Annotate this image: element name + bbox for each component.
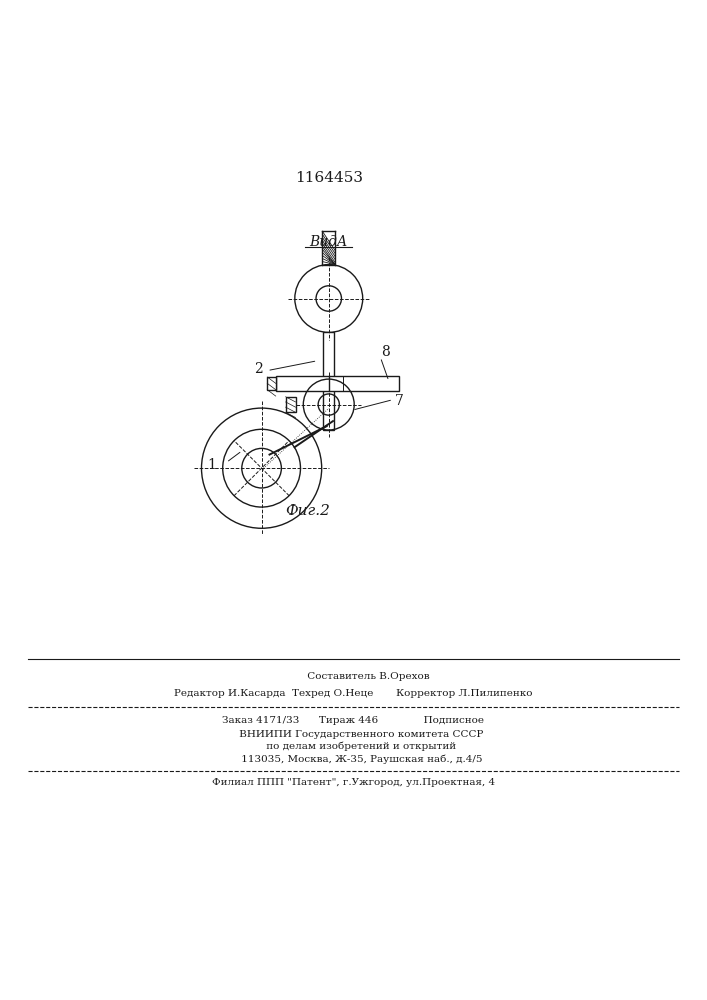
Text: ВНИИПИ Государственного комитета СССР: ВНИИПИ Государственного комитета СССР — [223, 730, 484, 739]
Bar — [286, 397, 296, 412]
Text: по делам изобретений и открытий: по делам изобретений и открытий — [250, 742, 457, 751]
Bar — [267, 377, 276, 390]
Text: Редактор И.Касарда  Техред О.Неце       Корректор Л.Пилипенко: Редактор И.Касарда Техред О.Неце Коррект… — [174, 689, 533, 698]
Text: ВидА: ВидА — [310, 235, 348, 249]
Text: Составитель В.Орехов: Составитель В.Орехов — [278, 672, 429, 681]
Text: 7: 7 — [395, 394, 404, 408]
Text: 113035, Москва, Ж-35, Раушская наб., д.4/5: 113035, Москва, Ж-35, Раушская наб., д.4… — [225, 755, 482, 764]
Text: 1164453: 1164453 — [295, 171, 363, 185]
Text: Фиг.2: Фиг.2 — [285, 504, 330, 518]
Text: Заказ 4171/33      Тираж 446              Подписное: Заказ 4171/33 Тираж 446 Подписное — [223, 716, 484, 725]
Text: Филиал ППП "Патент", г.Ужгород, ул.Проектная, 4: Филиал ППП "Патент", г.Ужгород, ул.Проек… — [212, 778, 495, 787]
Text: 8: 8 — [381, 345, 390, 359]
Bar — [276, 376, 399, 391]
Text: 2: 2 — [254, 362, 262, 376]
Text: 1: 1 — [208, 458, 216, 472]
Bar — [323, 332, 334, 430]
